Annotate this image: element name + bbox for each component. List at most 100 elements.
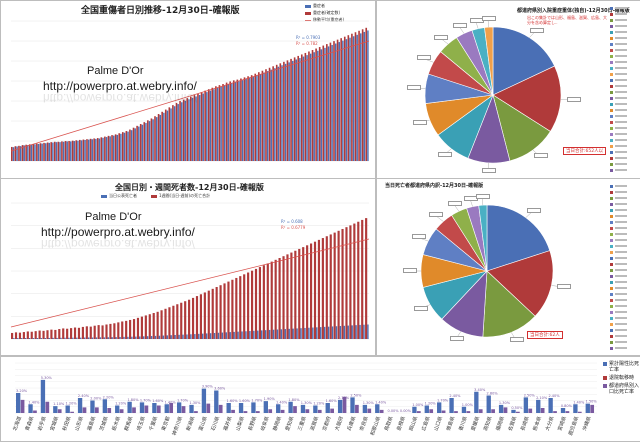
- severe-bar: [308, 51, 310, 162]
- deaths-daily-bar: [343, 325, 346, 339]
- legend-swatch: [610, 168, 613, 172]
- ratio-x-label: 宮城県: [49, 415, 61, 432]
- pie-legend-item: [610, 71, 638, 77]
- deaths-pie-title: 当日死亡者都道府県内訳-12月30日-確報版: [385, 183, 484, 189]
- pie-legend-item: [610, 11, 638, 17]
- severe-bar: [98, 138, 101, 161]
- ratio-bar: [553, 411, 557, 413]
- severe-bar: [195, 96, 197, 161]
- ratio-bar: [243, 411, 248, 413]
- legend-swatch: [610, 96, 613, 100]
- legend-label-placeholder: [615, 169, 627, 171]
- ratio-x-label: 石川県: [210, 416, 221, 432]
- pie-legend-item: [610, 131, 638, 137]
- severe-bar: [64, 141, 67, 161]
- deaths-daily-bar: [229, 332, 231, 339]
- ratio-x-label: 和歌山県: [369, 415, 382, 436]
- ratio-x-label: 奈良県: [358, 415, 370, 432]
- severe-bar: [277, 66, 280, 161]
- pie-leader: [422, 58, 434, 63]
- deaths-bar: [317, 239, 321, 339]
- legend-swatch: [610, 334, 613, 338]
- ratio-value-label: 1.40%: [573, 400, 585, 404]
- deaths-daily-bar: [205, 333, 208, 339]
- deaths-bar: [42, 330, 45, 339]
- ratio-x-label: 東京都: [160, 415, 172, 432]
- deaths-daily-bar: [48, 337, 50, 339]
- pie-legend-item: [610, 285, 638, 291]
- ratio-bar: [276, 404, 281, 413]
- legend-swatch: [610, 262, 613, 266]
- severe-bar: [351, 33, 353, 161]
- severe-bar: [297, 55, 300, 161]
- ratio-bar: [53, 406, 58, 413]
- severe-bar: [59, 142, 61, 161]
- deaths-bar: [70, 328, 73, 339]
- severe-bar: [300, 54, 303, 161]
- severe-bar: [129, 129, 131, 161]
- legend-label-placeholder: [615, 257, 627, 259]
- deaths-bar: [207, 290, 210, 339]
- pie-legend-item: [610, 59, 638, 65]
- ratio-value-label: 1.40%: [28, 400, 40, 404]
- deaths-daily-bar: [162, 335, 165, 339]
- legend-label-placeholder: [615, 347, 627, 349]
- pie-legend-item: [610, 167, 638, 173]
- deaths-daily-bar: [178, 334, 180, 339]
- legend-label-placeholder: [615, 341, 627, 343]
- ratio-value-label: 1.30%: [363, 401, 375, 405]
- severe-bar: [261, 70, 264, 161]
- deaths-daily-bar: [72, 337, 74, 339]
- severe-bar: [105, 137, 108, 161]
- ratio-value-label: 3.40%: [474, 388, 486, 392]
- deaths-bar: [274, 259, 277, 339]
- deaths-daily-bar: [83, 337, 86, 339]
- ratio-value-label: 5.30%: [41, 376, 53, 380]
- ratio-bar: [127, 401, 132, 413]
- severe-bar: [258, 72, 260, 161]
- severe-bar: [270, 69, 272, 161]
- ratio-bar: [194, 411, 198, 413]
- pie-leader: [551, 285, 564, 288]
- pie-legend-item: [610, 101, 638, 107]
- legend-label-placeholder: [615, 79, 627, 81]
- deaths-daily-bar: [320, 327, 322, 339]
- severe-bar: [86, 139, 88, 161]
- pie-legend-item: [610, 333, 638, 339]
- pie-leader: [560, 99, 573, 100]
- ratio-x-label: 高知県: [482, 415, 494, 432]
- deaths-bar: [353, 223, 356, 339]
- deaths-bar: [341, 228, 344, 339]
- pie-slice: [492, 65, 562, 132]
- pie-leader: [455, 331, 461, 340]
- deaths-daily-bar: [103, 337, 106, 339]
- legend-swatch: [610, 102, 613, 106]
- ratio-bar: [82, 407, 87, 413]
- severe-bar: [102, 137, 104, 161]
- deaths-daily-bar: [257, 330, 259, 339]
- severe-pie-note: 出この集計では山形、福島、滋賀、広島、大分を含め算定し..: [527, 15, 607, 25]
- severe-bar: [331, 44, 333, 161]
- severe-bar: [343, 36, 346, 161]
- severe-bar: [95, 138, 97, 161]
- deaths-bar: [73, 327, 77, 339]
- ratio-value-label: 1.20%: [66, 402, 78, 406]
- pie-legend-item: [610, 261, 638, 267]
- ratio-value-label: 2.40%: [449, 394, 461, 398]
- deaths-bar: [136, 317, 140, 339]
- severe-bar: [202, 93, 204, 161]
- severe-bar: [36, 143, 38, 161]
- severe-bar: [243, 77, 246, 161]
- severe-bar: [347, 35, 350, 162]
- ratio-value-label: 3.90%: [202, 385, 214, 389]
- deaths-bar: [22, 332, 25, 339]
- ratio-value-label: 1.30%: [189, 401, 201, 405]
- ratio-x-label: 滋賀県: [309, 415, 321, 432]
- deaths-daily-bar: [327, 326, 330, 339]
- deaths-watermark-reflection: http://powerpro.at.webry.info/: [41, 237, 195, 251]
- ratio-value-label: 1.50%: [586, 400, 598, 404]
- severe-bar: [272, 66, 274, 161]
- legend-swatch: [610, 18, 613, 22]
- ratio-chart-panel: 3.20% 1.40% 5.30% 1.10% 1.20% 2.40% 2.00% 2.20%…: [0, 356, 640, 442]
- severe-bar: [66, 141, 68, 161]
